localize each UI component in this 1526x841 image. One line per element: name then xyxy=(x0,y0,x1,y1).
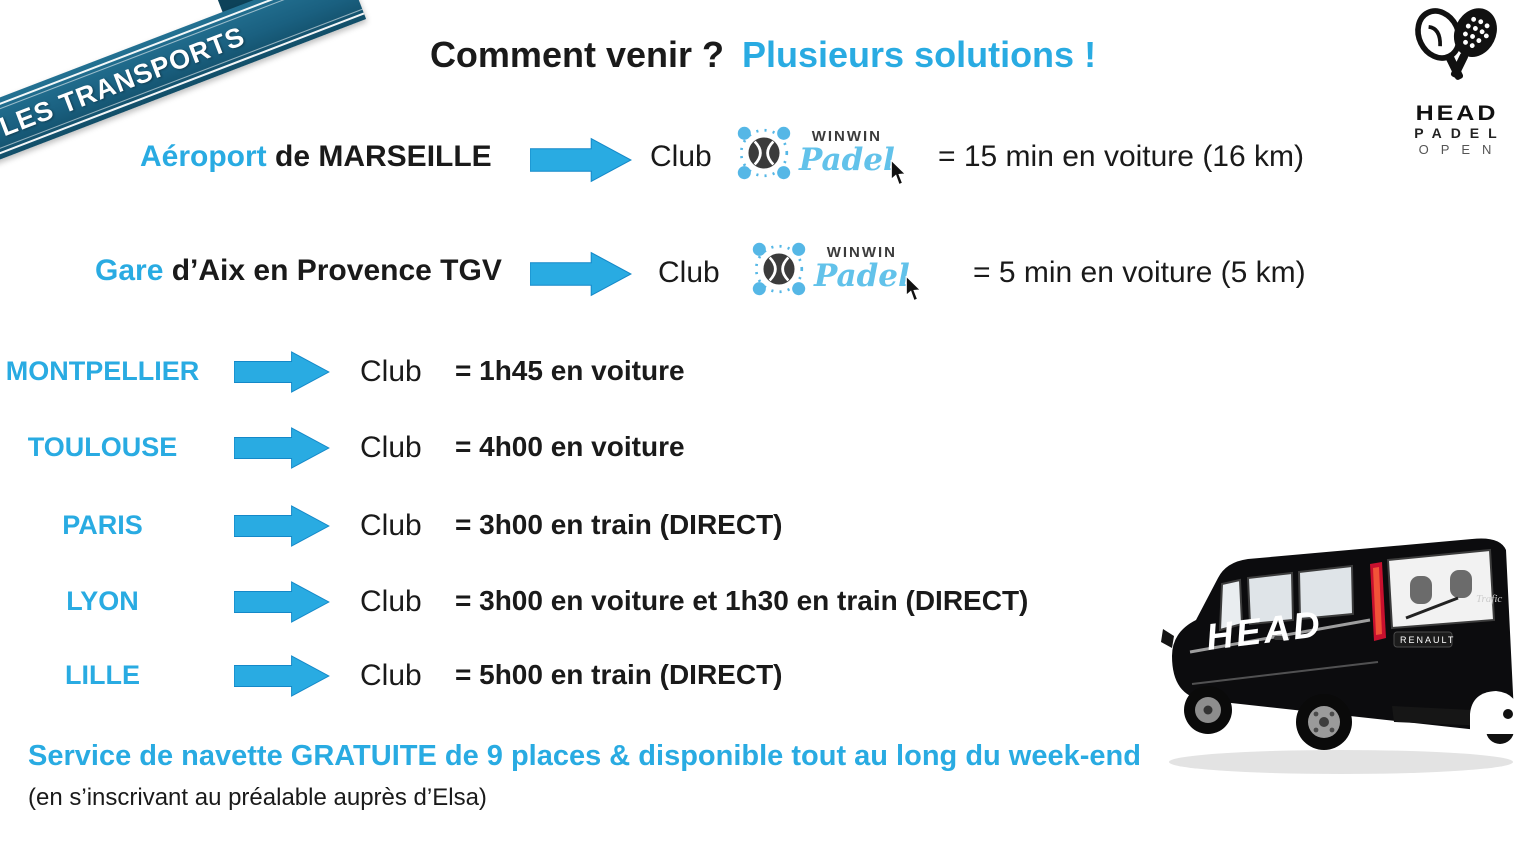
duration-label: = 3h00 en voiture et 1h30 en train (DIRE… xyxy=(455,585,1029,616)
registration-note: (en s’inscrivant au préalable auprès d’E… xyxy=(28,784,487,811)
origin-label: TOULOUSE xyxy=(27,432,178,462)
winwin-padel-logo[interactable]: WINWIN Padel xyxy=(750,240,924,302)
route-row-aix-tgv: Gare d’Aix en Provence TGV Club WINWIN P… xyxy=(0,240,1526,302)
van-model-label: Trafic xyxy=(1476,593,1502,605)
club-label: Club xyxy=(658,256,720,289)
winwin-ball-icon xyxy=(737,126,791,180)
head-padel-open-logo: HEAD PADEL OPEN xyxy=(1392,4,1522,157)
origin-label: MONTPELLIER xyxy=(5,356,200,386)
winwin-wordmark: WINWIN xyxy=(826,244,898,261)
padel-wordmark: Padel xyxy=(814,258,910,294)
duration-label: = 5 min en voiture (5 km) xyxy=(973,256,1306,289)
origin-rest: d’Aix en Provence TGV xyxy=(163,254,502,287)
right-arrow-icon xyxy=(234,505,330,547)
cursor-icon xyxy=(905,276,922,302)
origin-label: LYON xyxy=(66,586,139,616)
route-row-toulouse: TOULOUSE Club = 4h00 en voiture xyxy=(0,418,1526,476)
right-arrow-icon xyxy=(234,655,330,697)
club-label: Club xyxy=(360,509,422,542)
origin-label: LILLE xyxy=(65,660,140,690)
club-label: Club xyxy=(360,659,422,692)
duration-label: = 15 min en voiture (16 km) xyxy=(938,140,1304,173)
page-title: Comment venir ? Plusieurs solutions ! xyxy=(0,34,1526,76)
duration-label: = 1h45 en voiture xyxy=(455,355,685,386)
origin-accent: Aéroport xyxy=(140,140,267,173)
origin-rest: de MARSEILLE xyxy=(266,140,492,173)
right-arrow-icon xyxy=(530,137,632,183)
right-arrow-icon xyxy=(234,427,330,469)
route-row-paris: PARIS Club = 3h00 en train (DIRECT) xyxy=(0,496,1526,554)
origin-label: Aéroport de MARSEILLE xyxy=(140,140,492,174)
route-row-lille: LILLE Club = 5h00 en train (DIRECT) xyxy=(0,646,1526,704)
club-label: Club xyxy=(650,140,712,173)
right-arrow-icon xyxy=(234,351,330,393)
head-brand-text: HEAD xyxy=(1415,101,1499,125)
crossed-padel-rackets-icon xyxy=(1415,8,1497,80)
duration-label: = 4h00 en voiture xyxy=(455,431,685,462)
club-label: Club xyxy=(360,585,422,618)
route-row-marseille-airport: Aéroport de MARSEILLE Club WINWIN Padel xyxy=(0,126,1526,186)
padel-text: PADEL xyxy=(1414,125,1506,141)
open-text: OPEN xyxy=(1418,142,1504,157)
right-arrow-icon xyxy=(530,251,632,297)
cursor-icon xyxy=(890,160,907,186)
right-arrow-icon xyxy=(234,581,330,623)
origin-label: PARIS xyxy=(62,510,143,540)
title-answer: Plusieurs solutions ! xyxy=(742,34,1097,75)
duration-label: = 5h00 en train (DIRECT) xyxy=(455,659,783,690)
club-label: Club xyxy=(360,431,422,464)
padel-wordmark: Padel xyxy=(799,142,895,178)
route-row-montpellier: MONTPELLIER Club = 1h45 en voiture xyxy=(0,342,1526,400)
origin-label: Gare d’Aix en Provence TGV xyxy=(95,254,502,288)
van-rear-label: RENAULT xyxy=(1400,635,1455,645)
winwin-ball-icon xyxy=(752,242,806,296)
winwin-wordmark: WINWIN xyxy=(811,128,883,145)
origin-accent: Gare xyxy=(95,254,164,287)
duration-label: = 3h00 en train (DIRECT) xyxy=(455,509,783,540)
route-row-lyon: LYON Club = 3h00 en voiture et 1h30 en t… xyxy=(0,572,1526,630)
winwin-padel-logo[interactable]: WINWIN Padel xyxy=(735,124,909,186)
shuttle-van-image: HEAD RENAULT Trafic xyxy=(1161,538,1519,774)
shuttle-info-text: Service de navette GRATUITE de 9 places … xyxy=(28,740,1141,772)
title-question: Comment venir ? xyxy=(429,34,724,75)
club-label: Club xyxy=(360,355,422,388)
